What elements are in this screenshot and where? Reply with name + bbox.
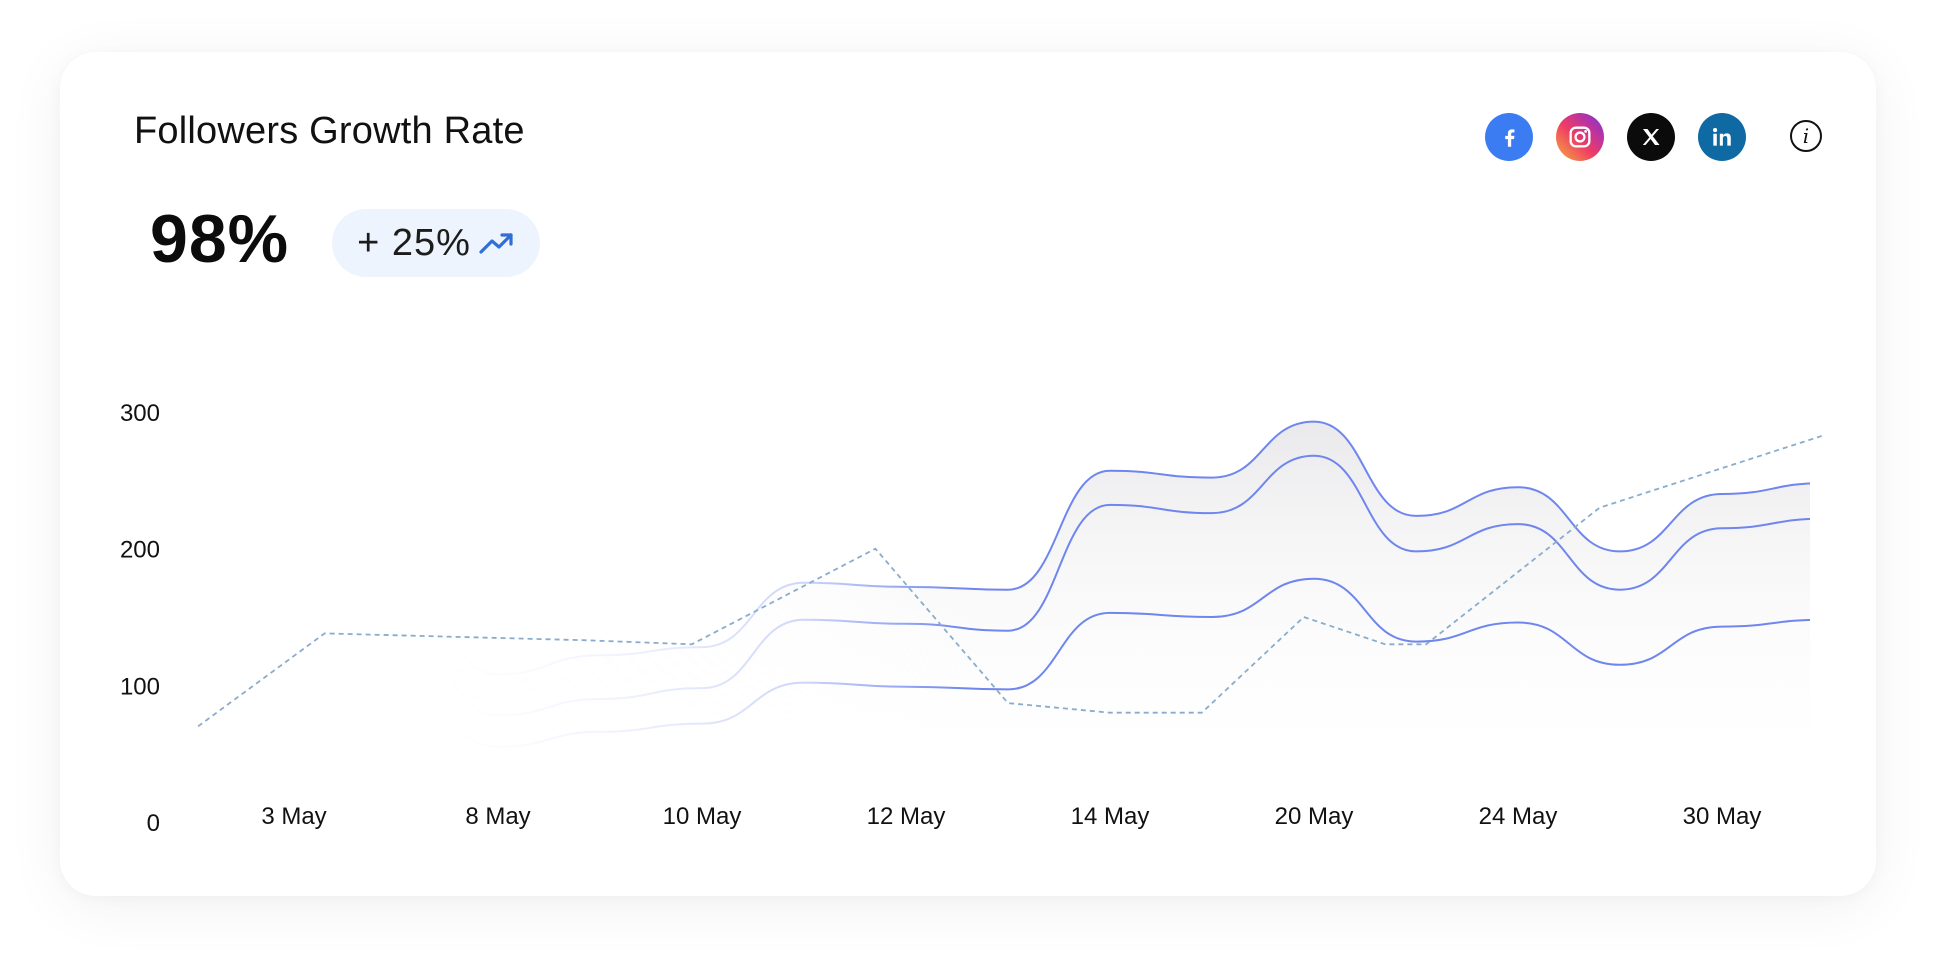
y-tick-label: 200 bbox=[120, 537, 160, 564]
x-tick-label: 20 May bbox=[1275, 803, 1354, 830]
x-tick-label: 14 May bbox=[1071, 803, 1150, 830]
x-tick-label: 3 May bbox=[261, 803, 326, 830]
y-tick-label: 300 bbox=[120, 400, 160, 427]
series-line-2 bbox=[293, 454, 1825, 717]
linkedin-icon[interactable] bbox=[1698, 113, 1746, 161]
x-tick-label: 24 May bbox=[1479, 803, 1558, 830]
x-tick-label: 12 May bbox=[867, 803, 946, 830]
facebook-icon[interactable] bbox=[1485, 113, 1533, 161]
x-tick-label: 8 May bbox=[465, 803, 530, 830]
series-line-1 bbox=[293, 420, 1825, 676]
x-tick-label: 10 May bbox=[663, 803, 742, 830]
change-value: + 25% bbox=[357, 221, 471, 264]
growth-value: 98% bbox=[150, 201, 290, 277]
instagram-icon[interactable] bbox=[1556, 113, 1604, 161]
series-line-3 bbox=[293, 577, 1825, 748]
info-icon[interactable]: i bbox=[1790, 120, 1822, 152]
card-title: Followers Growth Rate bbox=[134, 110, 525, 152]
series-line-4 bbox=[197, 434, 1825, 728]
trending-up-icon bbox=[479, 233, 513, 254]
x-icon[interactable] bbox=[1627, 113, 1675, 161]
x-tick-label: 30 May bbox=[1683, 803, 1762, 830]
series-area bbox=[294, 421, 1824, 781]
change-badge: + 25% bbox=[332, 209, 540, 277]
y-tick-label: 0 bbox=[147, 810, 160, 837]
y-tick-label: 100 bbox=[120, 673, 160, 700]
